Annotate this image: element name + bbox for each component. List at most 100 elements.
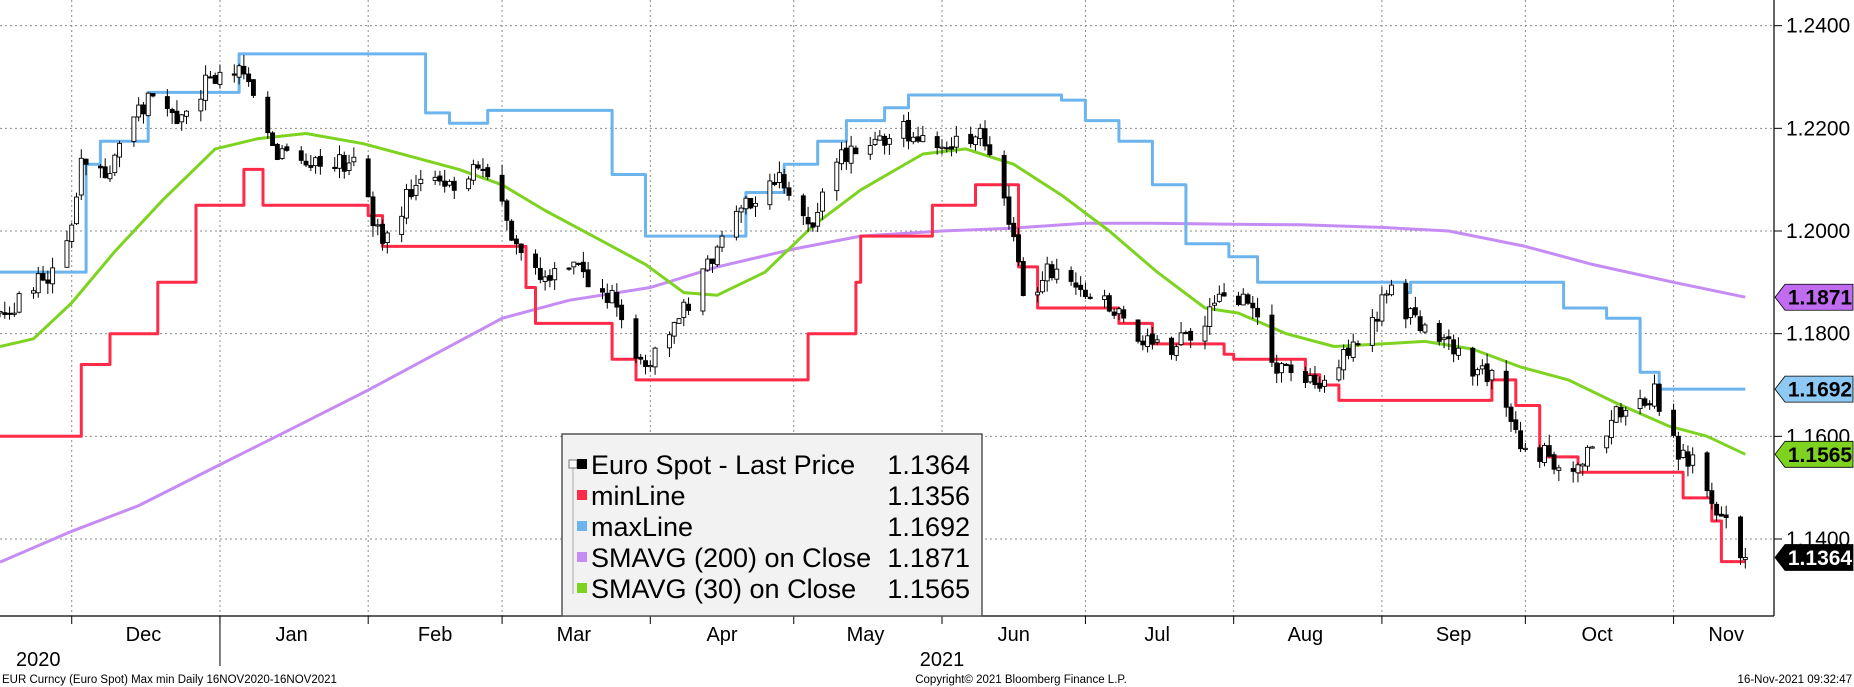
candle-body <box>1604 435 1610 449</box>
candle <box>939 139 945 155</box>
candle-body <box>671 322 677 337</box>
candle <box>413 174 419 201</box>
candle-body <box>308 165 314 168</box>
candle-body <box>1288 364 1294 374</box>
candle <box>241 55 247 80</box>
candle-body <box>375 224 381 227</box>
candle <box>1006 185 1012 230</box>
candle-body <box>184 110 189 117</box>
candle <box>1412 296 1418 318</box>
candle-body <box>35 273 41 294</box>
candle-body <box>786 187 792 196</box>
candle-body <box>700 268 706 312</box>
candle-body <box>681 301 687 318</box>
candle-body <box>1374 318 1380 322</box>
candle <box>35 266 41 298</box>
candle-body <box>40 273 46 281</box>
candle <box>1312 365 1318 389</box>
candle-body <box>600 288 605 293</box>
candle <box>1489 368 1495 390</box>
candle <box>1374 311 1380 332</box>
candle-body <box>1202 325 1208 342</box>
candle <box>1049 260 1055 281</box>
candle <box>470 159 476 185</box>
candle-body <box>939 146 945 149</box>
candle <box>270 131 276 147</box>
candle-body <box>1508 406 1514 422</box>
candle-body <box>705 258 711 271</box>
candle-body <box>16 293 22 313</box>
candle-body <box>1250 302 1256 309</box>
candle <box>671 321 677 344</box>
candlestick-series <box>0 55 1748 569</box>
candle-body <box>164 96 170 109</box>
candle-body <box>743 197 749 210</box>
candle <box>700 268 706 316</box>
candle <box>246 67 252 87</box>
candle <box>666 331 672 357</box>
candle <box>953 126 959 154</box>
candle-body <box>442 180 448 187</box>
candle <box>399 206 405 243</box>
candle <box>853 145 859 155</box>
legend-series-value: 1.1356 <box>887 481 970 511</box>
candle-body <box>1441 337 1447 340</box>
candle <box>719 230 725 252</box>
value-tag-label: 1.1565 <box>1788 444 1853 467</box>
candle-body <box>944 147 950 150</box>
candle-body <box>839 149 845 165</box>
candle <box>566 267 572 271</box>
candle <box>231 64 237 83</box>
candle-body <box>580 261 586 273</box>
candle <box>1647 400 1653 411</box>
candle-body <box>1503 370 1509 408</box>
candle <box>882 133 888 155</box>
candle-body <box>1350 341 1356 358</box>
candle-body <box>915 136 921 142</box>
candle-body <box>906 119 911 142</box>
candle-body <box>1522 447 1528 450</box>
candle <box>102 158 108 179</box>
candle <box>547 269 553 288</box>
candle <box>1556 464 1562 482</box>
candle <box>1116 306 1122 320</box>
candle <box>609 284 615 304</box>
candle <box>934 131 940 155</box>
legend-series-name: SMAVG (30) on Close <box>591 574 856 604</box>
candle-body <box>1484 363 1490 383</box>
footer-left-text: EUR Curncy (Euro Spot) Max min Daily 16N… <box>2 674 337 686</box>
candle <box>877 130 883 141</box>
candle <box>375 218 381 236</box>
candle <box>45 270 51 294</box>
candle <box>1001 150 1007 206</box>
x-tick-label: Aug <box>1288 624 1324 646</box>
candle <box>585 261 591 288</box>
candle-body <box>513 238 519 245</box>
legend-swatch <box>577 459 587 469</box>
candle <box>915 126 921 144</box>
candle-body <box>380 223 385 244</box>
y-tick-label: 1.2400 <box>1786 15 1850 38</box>
candle-body <box>78 157 84 196</box>
legend-swatch <box>577 583 587 593</box>
candle-body <box>351 156 357 163</box>
candle <box>480 158 486 178</box>
candle <box>1188 327 1194 348</box>
candle-body <box>1279 363 1284 374</box>
candle-body <box>1685 451 1691 467</box>
candle-body <box>576 262 582 265</box>
candle-body <box>1580 463 1586 467</box>
candle-body <box>566 267 572 270</box>
candle <box>619 299 625 329</box>
candle-body <box>571 261 577 268</box>
candle-body <box>241 65 247 75</box>
candle-body <box>150 93 156 97</box>
candle <box>145 92 151 117</box>
candle <box>236 63 242 85</box>
candle <box>1149 327 1155 350</box>
candle-body <box>1575 464 1581 474</box>
candle <box>1307 368 1313 384</box>
candle-body <box>1154 339 1160 343</box>
candle-body <box>781 174 787 189</box>
candle-body <box>1169 337 1174 356</box>
